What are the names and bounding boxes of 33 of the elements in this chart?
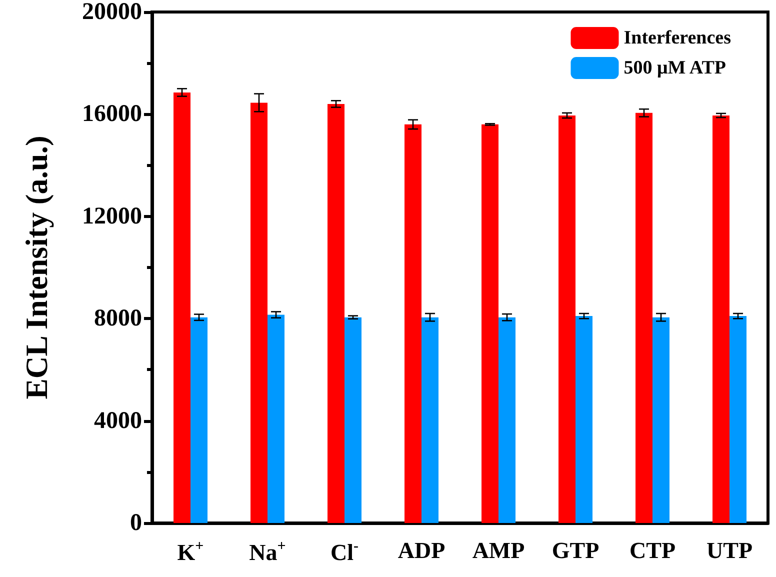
y-tick-label: 20000 [82,0,142,25]
legend-label: 500 μM ATP [624,58,726,78]
y-tick-label: 12000 [82,203,142,230]
x-tick-label: Cl- [330,538,358,565]
y-tick-label: 0 [130,510,142,536]
bar [328,104,344,523]
bar [344,317,362,523]
bar [422,317,438,523]
bar [482,124,498,523]
bar [576,316,592,523]
bar [498,317,516,523]
bar [268,314,284,523]
y-tick-label: 4000 [94,408,142,434]
bar [712,115,730,523]
bar [652,317,670,523]
y-tick-label: 16000 [82,101,142,128]
bar [190,317,208,523]
bar [558,115,576,523]
bar [174,92,190,523]
x-tick-label: AMP [472,538,525,563]
x-tick-label: Na+ [249,538,286,565]
y-tick-label: 8000 [94,306,142,332]
legend-label: Interferences [624,28,731,48]
x-tick-label: UTP [706,538,752,563]
bar [250,102,268,523]
x-tick-label: CTP [630,538,676,563]
x-tick-label: ADP [398,538,446,563]
x-tick-label: K+ [177,538,204,565]
y-axis-title: ECL Intensity (a.u.) [19,136,54,400]
bar [404,124,422,523]
x-tick-label: GTP [552,538,600,563]
bar [636,112,652,523]
bar [730,316,746,523]
